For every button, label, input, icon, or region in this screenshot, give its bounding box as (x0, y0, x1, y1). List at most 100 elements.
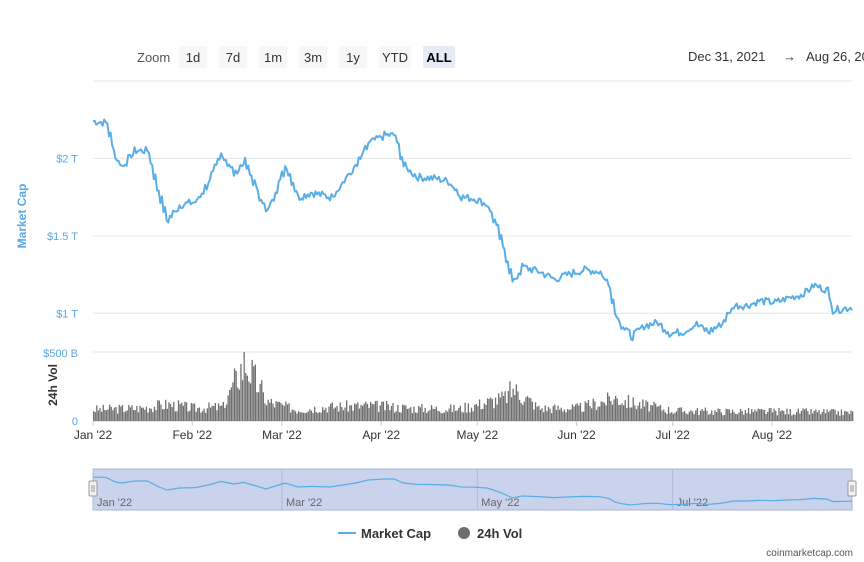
volume-bar (709, 413, 711, 421)
volume-bar (442, 413, 444, 421)
volume-bar (800, 410, 803, 421)
volume-bar (763, 409, 766, 421)
volume-bar (293, 409, 295, 421)
volume-bar (704, 407, 706, 421)
volume-bar (453, 405, 455, 421)
volume-bar (109, 404, 111, 421)
volume-bar (581, 411, 583, 421)
volume-bar (706, 410, 708, 421)
volume-bar (754, 409, 756, 421)
volume-bar (374, 401, 377, 421)
navigator-left-handle[interactable] (88, 480, 98, 497)
volume-bar (715, 412, 718, 421)
volume-bar (597, 406, 599, 421)
volume-bar (493, 408, 495, 421)
market-cap-line (92, 118, 853, 342)
volume-bar (749, 413, 751, 421)
zoom-button-1m[interactable]: 1m (259, 46, 287, 68)
zoom-button-7d[interactable]: 7d (219, 46, 247, 68)
volume-bar (378, 411, 380, 421)
navigator-ticks: Jan '22 Mar '22 May '22 Jul '22 (92, 469, 708, 510)
volume-bar (277, 401, 279, 421)
volume-bar (262, 392, 264, 421)
volume-bar (123, 412, 125, 421)
volume-bar (198, 407, 200, 421)
volume-bar (559, 409, 561, 421)
volume-bar (346, 400, 348, 421)
volume-bar (477, 406, 479, 421)
volume-bar (494, 397, 497, 421)
legend-item-24h-vol[interactable]: 24h Vol (458, 526, 522, 541)
volume-bar (786, 408, 788, 421)
volume-bar (517, 391, 519, 421)
volume-bar (269, 402, 271, 421)
volume-bar (318, 412, 321, 421)
volume-bar (515, 384, 517, 421)
volume-bar (416, 412, 418, 421)
navigator-tick-label: Mar '22 (286, 497, 322, 509)
volume-bar (298, 411, 300, 421)
volume-bar (485, 404, 487, 421)
volume-bar (567, 409, 569, 421)
volume-bar (787, 414, 790, 421)
volume-bar (360, 404, 362, 421)
volume-bar (744, 410, 746, 421)
volume-bar (211, 405, 213, 421)
volume-bar (470, 407, 473, 421)
volume-bar (208, 402, 210, 421)
volume-bar (832, 409, 835, 421)
volume-bar (169, 404, 172, 421)
volume-bar (363, 403, 365, 421)
zoom-button-3m[interactable]: 3m (299, 46, 327, 68)
zoom-button-all[interactable]: ALL (423, 46, 455, 68)
volume-bar (283, 405, 285, 421)
volume-bar (241, 380, 244, 421)
volume-bar (104, 409, 106, 421)
volume-bar (397, 404, 399, 421)
volume-bar (466, 412, 468, 421)
volume-bar (555, 409, 558, 421)
volume-bar (459, 405, 461, 421)
volume-bar (525, 397, 527, 421)
volume-bar (813, 410, 815, 421)
date-range: Dec 31, 2021 → Aug 26, 2022 (688, 49, 864, 64)
range-to[interactable]: Aug 26, 2022 (806, 49, 864, 64)
volume-bar (586, 402, 588, 421)
volume-bar (775, 410, 777, 421)
volume-bar (602, 401, 604, 421)
volume-bar (326, 412, 329, 421)
volume-bar (224, 407, 226, 421)
volume-bar (823, 409, 825, 421)
zoom-button-ytd[interactable]: YTD (379, 46, 411, 68)
volume-bar (166, 408, 168, 421)
volume-bar (235, 370, 237, 421)
volume-bar (796, 412, 798, 421)
navigator[interactable]: Jan '22 Mar '22 May '22 Jul '22 (88, 468, 857, 511)
volume-bar (531, 401, 533, 421)
volume-bar (464, 402, 466, 421)
volume-bar (94, 412, 96, 421)
navigator-window[interactable] (92, 468, 853, 511)
volume-bar (379, 405, 381, 421)
legend-item-market-cap[interactable]: Market Cap (338, 526, 431, 541)
y-tick-label: $1.5 T (47, 231, 78, 243)
volume-bar (530, 398, 532, 421)
volume-bar (342, 410, 345, 421)
volume-bar (203, 408, 205, 421)
range-from[interactable]: Dec 31, 2021 (688, 49, 765, 64)
volume-bar (339, 402, 341, 421)
volume-bar (322, 407, 324, 421)
zoom-button-1d[interactable]: 1d (179, 46, 207, 68)
range-arrow: → (783, 49, 796, 64)
volume-bar (101, 411, 103, 421)
volume-bar (149, 408, 151, 421)
navigator-right-handle[interactable] (847, 480, 857, 497)
zoom-button-1y[interactable]: 1y (339, 46, 367, 68)
volume-bar (482, 408, 484, 421)
volume-bar (805, 408, 807, 421)
volume-bar (195, 411, 197, 421)
volume-bar (483, 403, 485, 421)
volume-bar (557, 405, 559, 421)
volume-bar (272, 403, 274, 421)
